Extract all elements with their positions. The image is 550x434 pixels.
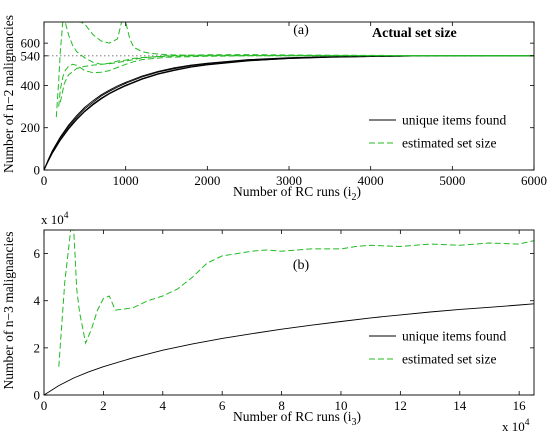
y-tick-label: 400 [21,78,41,93]
y-axis-label: Number of n−2 malignancies [1,15,16,173]
estimated-set-size-line-5 [58,55,534,107]
y-multiplier-label: x 104 [41,211,69,227]
estimated-set-size-line-1 [58,230,534,367]
panel-label: (a) [293,23,309,38]
x-multiplier-label: x 104 [502,418,530,434]
x-tick-label: 4 [160,398,167,413]
panel-label: (b) [293,258,310,273]
estimated-set-size-line-6 [68,22,534,57]
x-tick-label: 8 [278,398,285,413]
y-tick-label: 2 [34,340,41,355]
x-tick-label: 2 [100,398,107,413]
plot-frame [43,229,535,396]
legend-estimated-label: estimated set size [402,136,496,151]
legend-estimated-label: estimated set size [402,352,496,367]
unique-items-line-3 [44,55,534,170]
legend-unique-label: unique items found [402,113,506,128]
x-tick-label: 2000 [194,173,220,188]
x-tick-label: 0 [41,398,48,413]
y-tick-label: 6 [34,246,41,261]
series-group [44,22,534,170]
x-tick-label: 10 [334,398,347,413]
x-tick-label: 6 [219,398,226,413]
x-tick-label: 1000 [113,173,139,188]
x-tick-label: 14 [453,398,467,413]
x-tick-label: 3000 [276,173,302,188]
y-tick-label: 600 [21,36,41,51]
x-tick-label: 12 [394,398,407,413]
x-tick-label: 4000 [358,173,384,188]
panel-b-chart: 0 2 4 6 8 10 12 14 16 0 2 4 6 Number of RC runs (i3) N… [1,211,535,434]
estimated-set-size-line-7 [59,54,534,103]
unique-items-line-0 [44,303,534,395]
y-axis-label: Number of n−3 malignancies [1,232,16,390]
x-axis-label: Number of RC runs (i3) [233,409,361,428]
legend-unique-label: unique items found [402,329,506,344]
x-axis-label: Number of RC runs (i2) [233,184,361,203]
x-tick-label: 0 [41,173,48,188]
x-tick-label: 5000 [439,173,465,188]
y-tick-label: 200 [21,120,41,135]
y-tick-label: 0 [34,163,41,178]
y-tick-label: 540 [21,48,41,63]
series-group [44,230,534,395]
x-tick-label: 6000 [521,173,547,188]
y-tick-label: 4 [34,293,41,308]
y-tick-label: 0 [34,388,41,403]
x-tick-label: 16 [513,398,527,413]
actual-set-size-annotation: Actual set size [372,26,457,41]
